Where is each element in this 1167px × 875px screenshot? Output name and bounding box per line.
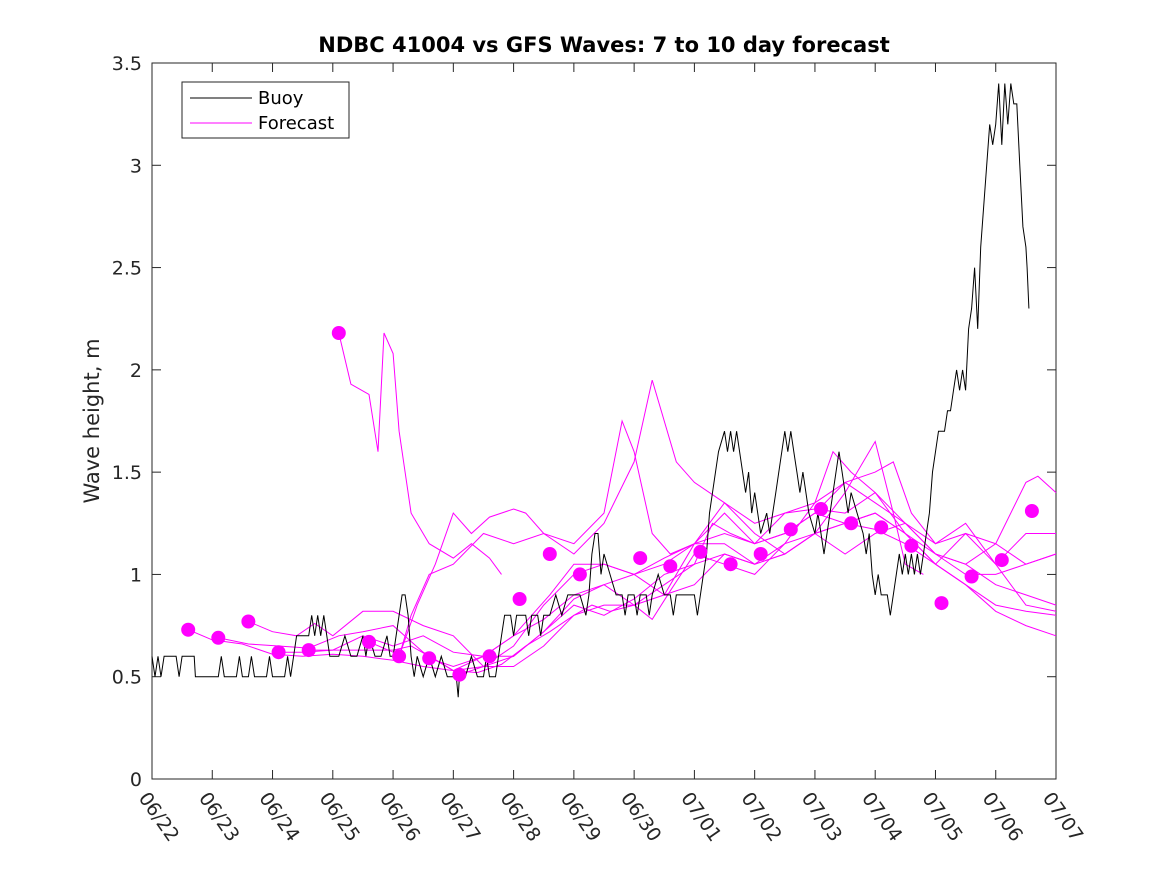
forecast-marker — [482, 649, 497, 664]
forecast-marker — [512, 592, 527, 606]
forecast-marker — [572, 567, 587, 582]
forecast-marker — [964, 569, 979, 584]
forecast-line — [398, 379, 924, 657]
forecast-line — [368, 419, 1057, 658]
forecast-marker — [844, 516, 859, 531]
forecast-marker — [994, 553, 1009, 568]
forecast-marker — [241, 614, 256, 629]
y-tick-label: 1.5 — [112, 462, 142, 484]
forecast-marker — [181, 622, 196, 637]
forecast-marker — [783, 522, 798, 537]
forecast-marker — [723, 557, 738, 572]
forecast-marker — [814, 502, 828, 516]
forecast-marker — [392, 649, 407, 664]
plot-area — [151, 62, 1057, 780]
forecast-marker — [1024, 504, 1039, 518]
forecast-marker — [331, 326, 346, 340]
forecast-marker — [542, 547, 557, 561]
forecast-marker — [693, 544, 708, 559]
chart-title: NDBC 41004 vs GFS Waves: 7 to 10 day for… — [318, 33, 889, 57]
buoy-line — [151, 83, 1030, 698]
forecast-marker — [211, 630, 226, 645]
forecast-marker — [301, 643, 316, 658]
y-axis: 0 0.5 1 1.5 2 2.5 3 3.5 — [112, 53, 1056, 791]
y-tick-label: 0 — [130, 769, 142, 791]
forecast-marker — [452, 667, 467, 682]
y-tick-label: 1 — [130, 564, 142, 586]
forecast-marker — [271, 645, 286, 660]
y-tick-label: 3.5 — [112, 53, 142, 75]
legend-label-buoy: Buoy — [258, 88, 304, 109]
legend-label-forecast: Forecast — [258, 113, 334, 134]
forecast-line — [429, 450, 1056, 668]
y-tick-label: 0.5 — [112, 667, 142, 689]
y-axis-label: Wave height, m — [80, 338, 104, 503]
y-tick-label: 2 — [130, 360, 142, 382]
forecast-marker — [633, 551, 648, 566]
forecast-marker — [874, 520, 889, 535]
series-layer — [151, 83, 1057, 698]
legend: Buoy Forecast — [181, 81, 350, 139]
forecast-marker — [663, 559, 678, 574]
forecast-line — [308, 522, 1057, 657]
forecast-marker — [934, 596, 949, 611]
forecast-line — [459, 475, 1057, 676]
forecast-marker — [422, 651, 437, 666]
forecast-marker — [362, 634, 376, 649]
forecast-marker — [904, 538, 919, 553]
legend-box — [181, 81, 350, 139]
y-tick-label: 2.5 — [112, 258, 142, 280]
forecast-marker — [753, 547, 768, 561]
y-tick-label: 3 — [130, 155, 142, 177]
forecast-line — [338, 332, 502, 575]
